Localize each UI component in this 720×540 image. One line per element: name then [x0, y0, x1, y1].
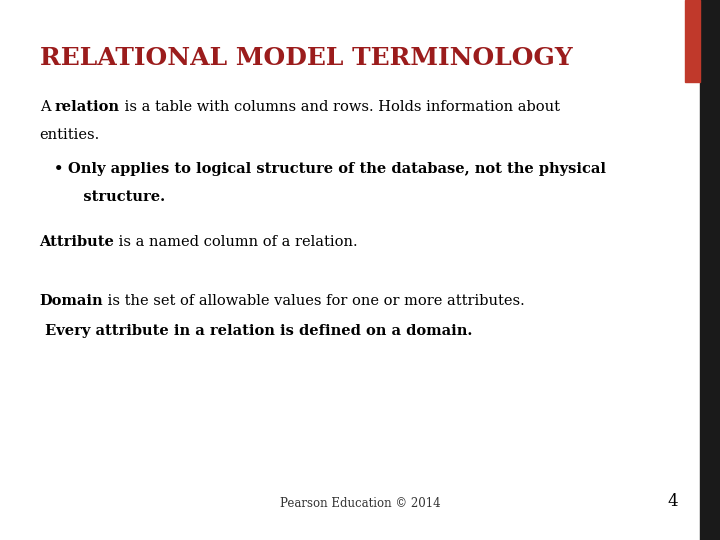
Text: relation: relation — [55, 100, 120, 114]
Text: 4: 4 — [668, 494, 678, 510]
Text: A: A — [40, 100, 55, 114]
Text: is the set of allowable values for one or more attributes.: is the set of allowable values for one o… — [103, 294, 525, 308]
Text: is a named column of a relation.: is a named column of a relation. — [114, 235, 358, 249]
Bar — [700, 0, 720, 540]
Text: Pearson Education © 2014: Pearson Education © 2014 — [279, 497, 441, 510]
Text: is a table with columns and rows. Holds information about: is a table with columns and rows. Holds … — [120, 100, 560, 114]
Text: entities.: entities. — [40, 128, 100, 142]
Text: Domain: Domain — [40, 294, 103, 308]
Text: Every attribute in a relation is defined on a domain.: Every attribute in a relation is defined… — [40, 324, 472, 338]
Text: Attribute: Attribute — [40, 235, 114, 249]
Bar — [685, 0, 700, 82]
Text: Only applies to logical structure of the database, not the physical: Only applies to logical structure of the… — [68, 162, 606, 176]
Text: structure.: structure. — [68, 190, 166, 204]
Text: RELATIONAL MODEL TERMINOLOGY: RELATIONAL MODEL TERMINOLOGY — [40, 46, 572, 70]
Text: •: • — [54, 162, 63, 176]
